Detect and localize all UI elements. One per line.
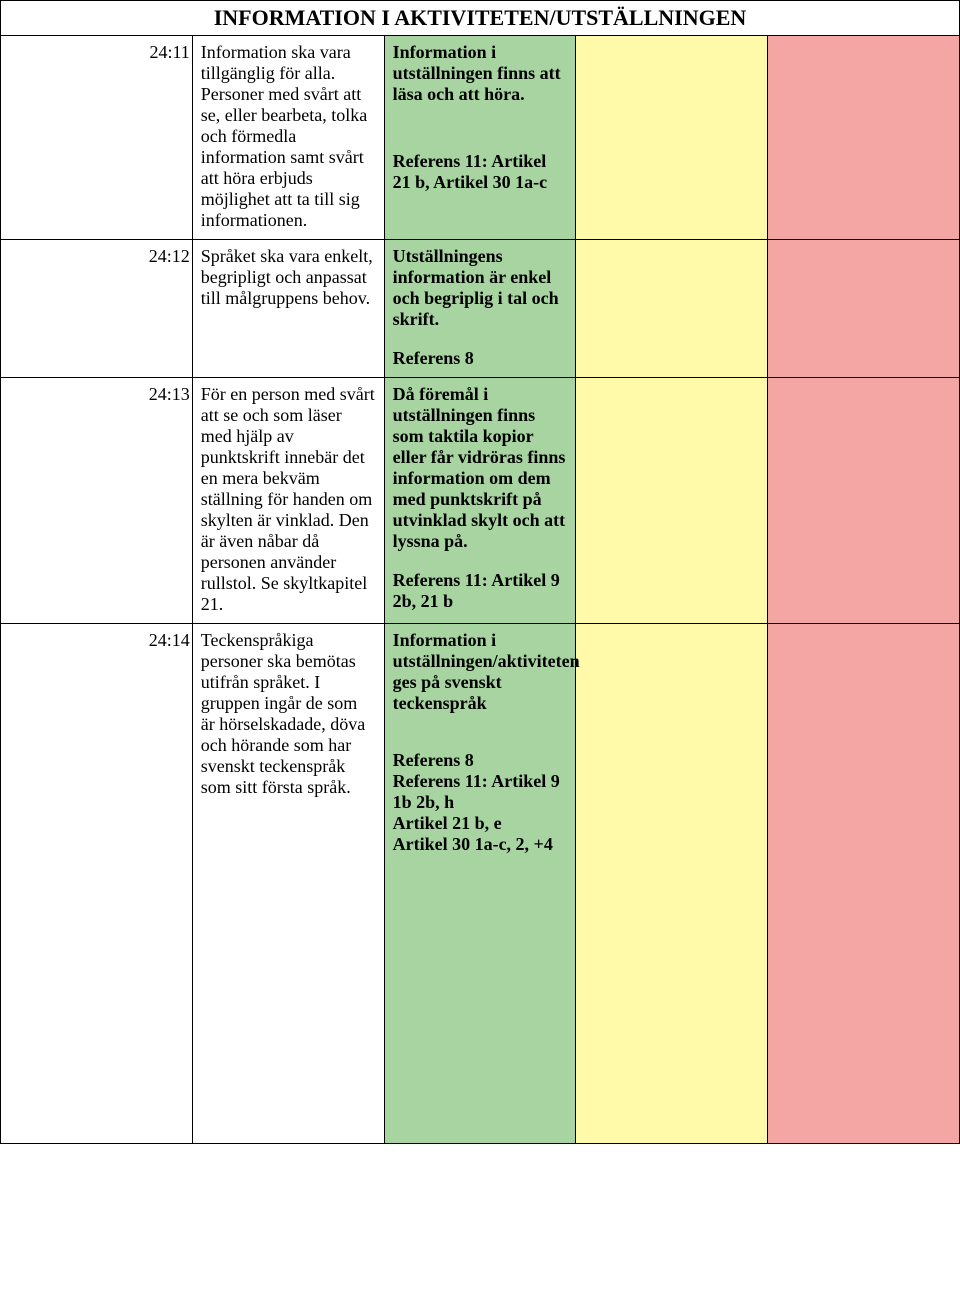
table-row: 24:13 För en person med svårt att se och… [1, 378, 960, 624]
row-desc: Teckenspråkiga personer ska bemötas utif… [192, 624, 384, 1144]
row-green: Då föremål i utställningen finns som tak… [384, 378, 576, 624]
row-id: 24:12 [1, 240, 193, 378]
row-pink [768, 240, 960, 378]
row-pink [768, 378, 960, 624]
green-main: Information i utställningen finns att lä… [393, 42, 561, 104]
green-ref: Referens 8 [393, 348, 568, 369]
table-row: 24:14 Teckenspråkiga personer ska bemöta… [1, 624, 960, 1144]
info-table: INFORMATION I AKTIVITETEN/UTSTÄLLNINGEN … [0, 0, 960, 1144]
table-row: 24:12 Språket ska vara enkelt, begriplig… [1, 240, 960, 378]
green-main: Information i utställningen/aktiviteten … [393, 630, 580, 713]
row-yellow [576, 240, 768, 378]
row-desc: Språket ska vara enkelt, begripligt och … [192, 240, 384, 378]
green-main: Då föremål i utställningen finns som tak… [393, 384, 566, 551]
row-id: 24:14 [1, 624, 193, 1144]
green-ref: Referens 11: Artikel 9 2b, 21 b [393, 570, 568, 612]
row-green: Utställningens information är enkel och … [384, 240, 576, 378]
row-id: 24:13 [1, 378, 193, 624]
row-yellow [576, 624, 768, 1144]
row-yellow [576, 378, 768, 624]
green-ref: Referens 8 Referens 11: Artikel 9 1b 2b,… [393, 750, 568, 855]
row-green: Information i utställningen finns att lä… [384, 36, 576, 240]
row-pink [768, 36, 960, 240]
table-row: 24:11 Information ska vara tillgänglig f… [1, 36, 960, 240]
row-pink [768, 624, 960, 1144]
row-id: 24:11 [1, 36, 193, 240]
green-ref: Referens 11: Artikel 21 b, Artikel 30 1a… [393, 151, 568, 193]
row-desc: Information ska vara tillgänglig för all… [192, 36, 384, 240]
row-yellow [576, 36, 768, 240]
row-desc: För en person med svårt att se och som l… [192, 378, 384, 624]
table-header: INFORMATION I AKTIVITETEN/UTSTÄLLNINGEN [1, 1, 960, 36]
green-main: Utställningens information är enkel och … [393, 246, 559, 329]
row-green: Information i utställningen/aktiviteten … [384, 624, 576, 1144]
